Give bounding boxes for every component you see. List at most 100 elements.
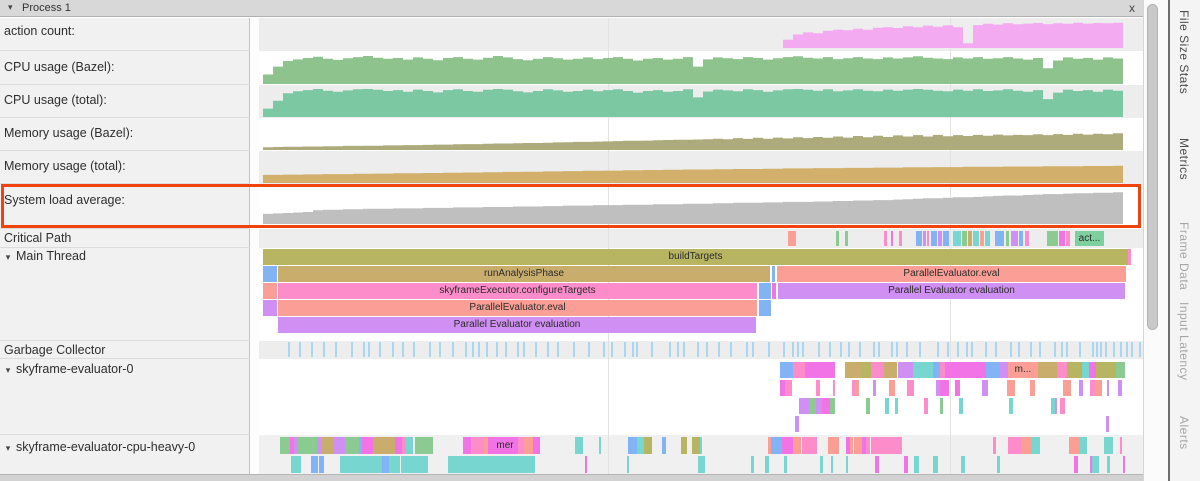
track-label-text: Main Thread <box>16 249 86 263</box>
tab-alerts[interactable]: Alerts <box>1177 416 1191 450</box>
counter-chart-cpu-usage-total[interactable] <box>263 89 1123 117</box>
skyframe-evaluator-0-slice <box>822 398 830 414</box>
gc-tick <box>878 342 880 357</box>
skyframe-evaluator-cpu-heavy-0-slice <box>850 437 853 454</box>
gc-tick <box>683 342 685 357</box>
track-band <box>259 229 1143 248</box>
row-separator <box>0 50 250 51</box>
collapse-icon[interactable]: ▾ <box>5 443 11 453</box>
skyframe-evaluator-cpu-heavy-0-slice <box>637 437 644 454</box>
gc-tick <box>818 342 820 357</box>
skyframe-evaluator-cpu-heavy-0-slice <box>871 437 879 454</box>
track-label-main-thread[interactable]: ▾ Main Thread <box>0 249 250 263</box>
main-thread-slice[interactable]: Parallel Evaluator evaluation <box>778 283 1125 299</box>
gc-tick <box>783 342 785 357</box>
timeline-canvas[interactable]: act... buildTargets runAnalysisPhase Parall… <box>259 18 1143 474</box>
gc-tick <box>505 342 507 357</box>
skyframe-evaluator-cpu-heavy-0-slice <box>319 456 324 473</box>
critical-path-slice <box>938 231 942 246</box>
trace-slice-label: runAnalysisPhase <box>483 268 565 279</box>
counter-chart-memory-usage-total[interactable] <box>263 156 1123 183</box>
tab-file-size-stats[interactable]: File Size Stats <box>1177 10 1191 95</box>
skyframe-evaluator-0-slice <box>959 362 980 378</box>
skyframe-evaluator-cpu-heavy-0-slice <box>788 437 793 454</box>
collapse-icon[interactable]: ▾ <box>5 252 11 262</box>
counter-chart-system-load-average[interactable] <box>263 178 1123 224</box>
gc-tick <box>1100 342 1102 357</box>
gc-tick <box>1120 342 1122 357</box>
track-label-action-count: action count: <box>4 24 254 38</box>
skyframe-evaluator-cpu-heavy-0-slice <box>533 437 540 454</box>
tab-frame-data[interactable]: Frame Data <box>1177 222 1191 291</box>
skyframe-evaluator-cpu-heavy-0-slice <box>802 437 807 454</box>
main-thread-slice[interactable]: ParallelEvaluator.eval <box>278 300 757 316</box>
skyframe-evaluator-0-slice <box>1116 362 1125 378</box>
horizontal-scrollbar[interactable] <box>0 474 1143 481</box>
skyframe-evaluator-0-slice-labeled[interactable]: m... <box>1008 362 1038 378</box>
gc-tick <box>859 342 861 357</box>
skyframe-evaluator-cpu-heavy-0-slice <box>362 437 373 454</box>
track-label-text: skyframe-evaluator-cpu-heavy-0 <box>16 440 196 454</box>
critical-path-slice <box>953 231 961 246</box>
skyframe-evaluator-cpu-heavy-0-slice <box>831 456 833 473</box>
skyframe-evaluator-cpu-heavy-0-slice <box>373 437 383 454</box>
skyframe-evaluator-0-slice <box>959 398 963 414</box>
main-thread-slice[interactable]: Parallel Evaluator evaluation <box>278 317 756 333</box>
trace-slice-label: act... <box>1078 233 1101 244</box>
track-label-skyframe-evaluator-0[interactable]: ▾ skyframe-evaluator-0 <box>0 362 250 376</box>
track-label-skyframe-evaluator-cpu-heavy-0[interactable]: ▾ skyframe-evaluator-cpu-heavy-0 <box>0 440 250 454</box>
skyframe-evaluator-0-slice <box>993 362 1000 378</box>
gc-tick <box>379 342 381 357</box>
skyframe-evaluator-cpu-heavy-0-slice <box>961 456 965 473</box>
skyframe-evaluator-0-slice <box>866 398 870 414</box>
critical-path-slice <box>891 231 893 246</box>
skyframe-evaluator-0-slice <box>907 380 914 396</box>
track-label-text: action count: <box>4 24 75 38</box>
skyframe-evaluator-cpu-heavy-0-slice <box>846 437 850 454</box>
skyframe-evaluator-cpu-heavy-0-slice <box>1107 456 1110 473</box>
gc-tick <box>752 342 754 357</box>
skyframe-evaluator-cpu-heavy-0-slice <box>406 437 413 454</box>
skyframe-evaluator-cpu-heavy-0-slice <box>1031 437 1040 454</box>
vertical-scrollbar-thumb[interactable] <box>1147 4 1158 330</box>
skyframe-evaluator-cpu-heavy-0-slice <box>463 437 471 454</box>
critical-path-slice-labeled[interactable]: act... <box>1075 231 1104 246</box>
main-thread-slice[interactable]: buildTargets <box>263 249 1128 265</box>
skyframe-evaluator-cpu-heavy-0-slice <box>662 437 666 454</box>
skyframe-evaluator-cpu-heavy-0-slice-labeled[interactable]: mer <box>492 437 518 454</box>
main-thread-slice[interactable]: skyframeExecutor.configureTargets <box>278 283 757 299</box>
skyframe-evaluator-cpu-heavy-0-slice <box>361 456 370 473</box>
skyframe-evaluator-cpu-heavy-0-slice <box>820 456 823 473</box>
critical-path-slice <box>980 231 984 246</box>
track-label-text: System load average: <box>4 193 125 207</box>
skyframe-evaluator-cpu-heavy-0-slice <box>807 437 817 454</box>
collapse-icon[interactable]: ▾ <box>5 365 11 375</box>
tab-metrics[interactable]: Metrics <box>1177 138 1191 181</box>
row-separator <box>0 150 250 151</box>
skyframe-evaluator-cpu-heavy-0-slice-labeled[interactable] <box>415 437 433 454</box>
skyframe-evaluator-cpu-heavy-0-slice <box>933 456 938 473</box>
process-collapse-icon[interactable]: ▾ <box>8 2 13 12</box>
skyframe-evaluator-0-slice <box>889 380 895 396</box>
counter-chart-cpu-usage-bazel[interactable] <box>263 56 1123 84</box>
skyframe-evaluator-0-slice <box>940 380 949 396</box>
gc-tick <box>351 342 353 357</box>
skyframe-evaluator-cpu-heavy-0-slice <box>359 437 362 454</box>
counter-chart-memory-usage-bazel[interactable] <box>263 123 1123 150</box>
skyframe-evaluator-cpu-heavy-0-slice <box>402 437 406 454</box>
gc-tick <box>919 342 921 357</box>
main-thread-slice[interactable]: runAnalysisPhase <box>278 266 770 282</box>
close-icon[interactable]: x <box>1129 1 1135 15</box>
main-thread-slice[interactable]: ParallelEvaluator.eval <box>777 266 1126 282</box>
skyframe-evaluator-0-slice <box>799 398 809 414</box>
tab-input-latency[interactable]: Input Latency <box>1177 302 1191 381</box>
skyframe-evaluator-cpu-heavy-0-slice <box>862 437 867 454</box>
gc-tick <box>1010 342 1012 357</box>
counter-chart-action-count[interactable] <box>783 22 1123 48</box>
skyframe-evaluator-cpu-heavy-0-slice <box>890 437 901 454</box>
gc-tick <box>797 342 799 357</box>
skyframe-evaluator-0-slice <box>809 398 816 414</box>
skyframe-evaluator-0-slice <box>816 398 822 414</box>
skyframe-evaluator-0-slice <box>1057 362 1067 378</box>
skyframe-evaluator-0-slice <box>895 398 898 414</box>
